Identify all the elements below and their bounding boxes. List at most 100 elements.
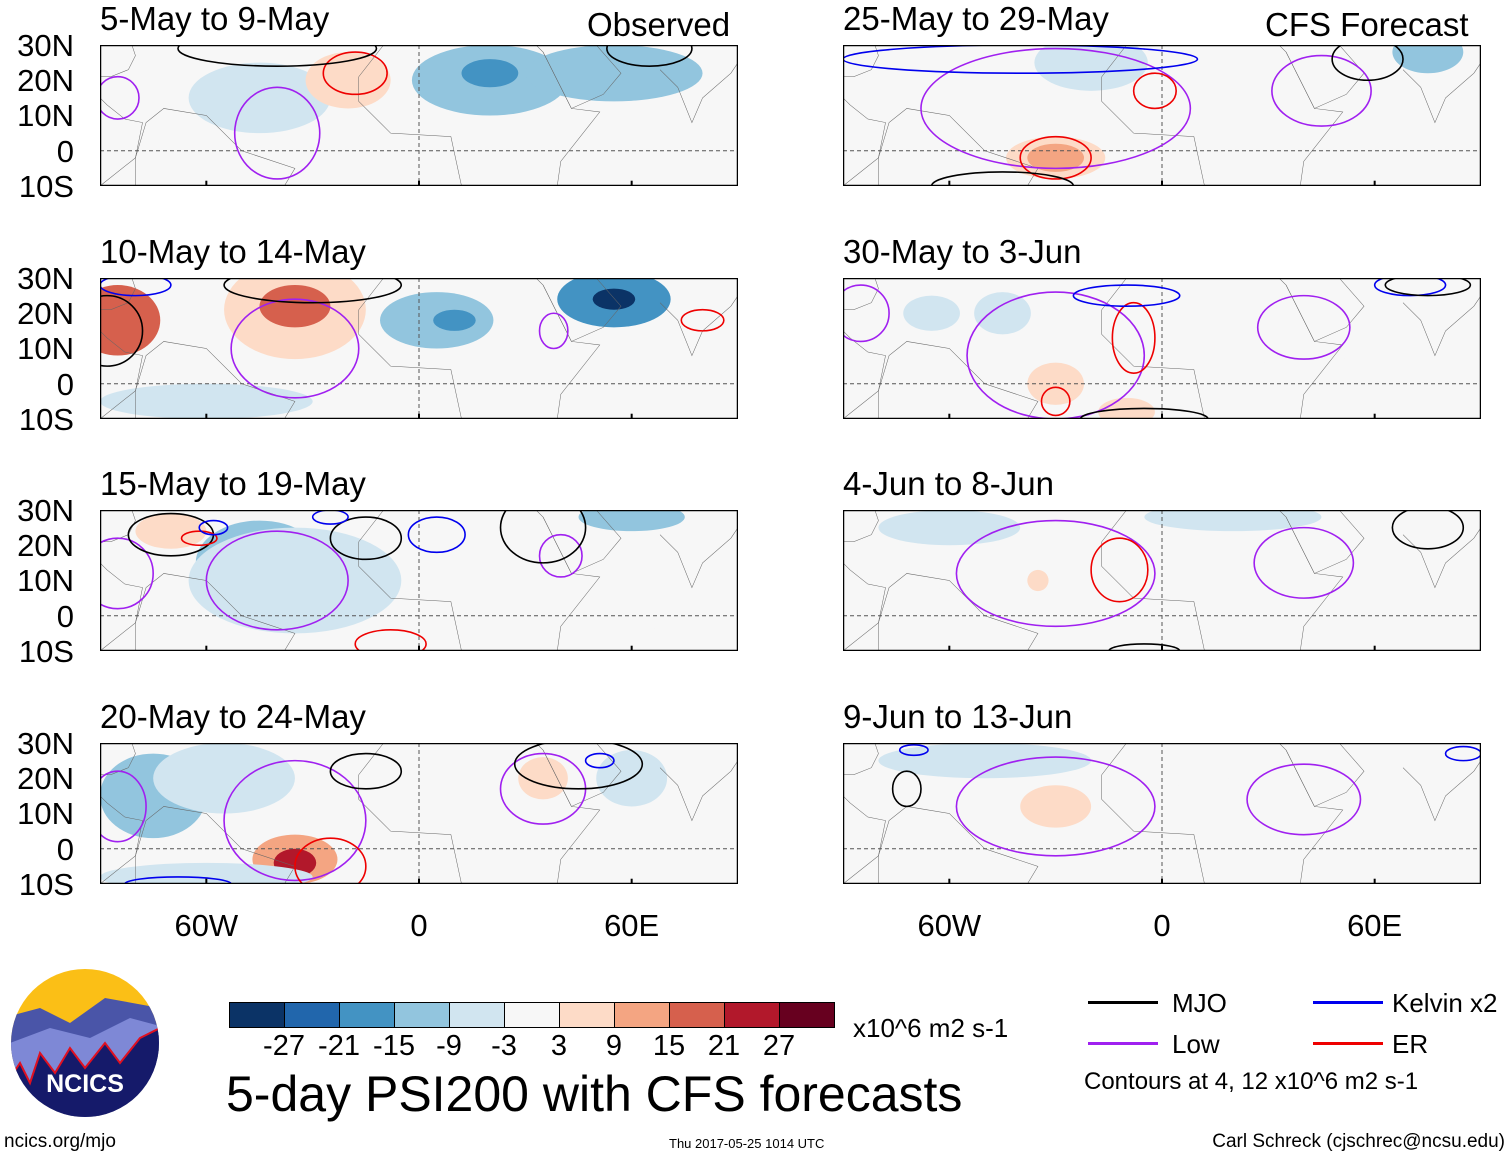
contour-low: [967, 292, 1144, 419]
legend-mjo: MJO: [1172, 988, 1227, 1018]
contour-er: [182, 531, 217, 545]
coastline: [843, 743, 878, 775]
legend-mjo-line: [1088, 1001, 1158, 1004]
colorbar-bin: [615, 1003, 670, 1027]
y-tick-label: 0: [56, 366, 74, 402]
coastline: [843, 796, 886, 884]
svg-text:NCICS: NCICS: [46, 1070, 124, 1098]
legend-low: Low: [1172, 1029, 1220, 1059]
colorbar-label: -27: [263, 1030, 305, 1062]
contour-mjo: [501, 510, 586, 563]
colorbar-bin: [340, 1003, 395, 1027]
contour-low: [235, 87, 320, 179]
colorbar-bin: [725, 1003, 780, 1027]
anomaly-region: [100, 383, 313, 419]
map-panel: [100, 45, 738, 186]
contour-low: [100, 77, 139, 119]
anomaly-region: [903, 295, 960, 331]
contour-low: [224, 761, 366, 881]
anomaly-region: [518, 757, 568, 800]
map-panel: [843, 45, 1481, 186]
coastline: [878, 573, 1038, 651]
contour-low: [540, 535, 583, 577]
contour-mjo: [893, 771, 921, 806]
coastline: [878, 108, 1038, 186]
x-tick-label: 0: [1153, 908, 1171, 943]
x-tick-label: 60E: [604, 908, 660, 943]
panel-title: 10-May to 14-May: [100, 233, 366, 270]
legend-kelvin-line: [1313, 1001, 1383, 1004]
source-link[interactable]: ncics.org/mjo: [4, 1131, 116, 1152]
colorbar-label: -21: [318, 1030, 360, 1062]
y-tick-label: 10S: [18, 633, 74, 669]
anomaly-region: [878, 743, 1092, 779]
anomaly-region: [305, 52, 391, 109]
anomaly-region: [578, 510, 685, 532]
colorbar-label: -9: [436, 1030, 462, 1062]
legend-er: ER: [1392, 1029, 1429, 1059]
y-tick-label: 30N: [17, 726, 74, 761]
y-tick-label: 10N: [17, 796, 74, 832]
panel-title: 15-May to 19-May: [100, 465, 366, 502]
coastline: [1286, 278, 1364, 341]
panel-title: 9-Jun to 13-Jun: [843, 698, 1073, 735]
legend-low-line: [1088, 1042, 1158, 1045]
contour-er: [1112, 303, 1155, 374]
contour-low: [231, 299, 359, 398]
colorbar-label: -3: [491, 1030, 517, 1062]
y-tick-label: 30N: [17, 493, 74, 528]
contour-mjo: [1109, 644, 1180, 651]
coastline: [843, 331, 886, 419]
contour-er: [295, 838, 366, 884]
coastline: [100, 98, 143, 186]
coastline: [843, 98, 886, 186]
x-tick-label: 60W: [917, 908, 982, 943]
anomaly-region: [107, 59, 178, 116]
map-panel: [843, 743, 1481, 884]
contour-kelvin: [1073, 285, 1179, 306]
coastline: [1286, 45, 1364, 108]
coastline: [359, 510, 600, 651]
contour-kelvin: [100, 278, 171, 296]
coastline: [1286, 743, 1364, 806]
coastline: [878, 806, 1038, 884]
anomaly-region: [100, 285, 161, 356]
anomaly-region: [518, 538, 604, 609]
y-tick-label: 20N: [17, 761, 74, 797]
coastline: [843, 278, 878, 310]
contour-low: [1272, 56, 1371, 127]
coastline: [843, 563, 886, 651]
contour-kelvin: [313, 510, 348, 524]
anomaly-region: [259, 285, 331, 328]
contour-low: [921, 49, 1190, 169]
panel-title: 25-May to 29-May: [843, 0, 1109, 37]
coastline: [1403, 743, 1481, 821]
x-tick-label: 0: [410, 908, 428, 943]
anomaly-region: [1144, 510, 1322, 532]
contour-low: [540, 313, 568, 348]
coastline: [100, 796, 143, 884]
anomaly-region: [1225, 52, 1311, 109]
contours-note: Contours at 4, 12 x10^6 m2 s-1: [1084, 1068, 1419, 1095]
map-panel: [100, 278, 738, 419]
colorbar-label: 27: [762, 1030, 796, 1062]
contour-mjo: [100, 296, 143, 367]
y-tick-label: 20N: [17, 296, 74, 332]
y-tick-label: 30N: [17, 28, 74, 63]
coastline: [843, 510, 878, 542]
contour-low: [1254, 528, 1353, 599]
map-panel: [100, 743, 738, 884]
coastline: [100, 45, 135, 77]
contour-kelvin: [125, 877, 231, 884]
anomaly-region: [1027, 569, 1049, 592]
observed-label: Observed: [587, 6, 731, 43]
contour-mjo: [330, 754, 401, 789]
units-label: x10^6 m2 s-1: [853, 1013, 1009, 1043]
y-tick-label: 10N: [17, 98, 74, 134]
anomaly-region: [188, 527, 402, 634]
panel-title: 5-May to 9-May: [100, 0, 330, 37]
contour-mjo: [607, 45, 692, 66]
y-tick-label: 0: [56, 831, 74, 867]
coastline: [1102, 743, 1343, 884]
panel-title: 4-Jun to 8-Jun: [843, 465, 1054, 502]
